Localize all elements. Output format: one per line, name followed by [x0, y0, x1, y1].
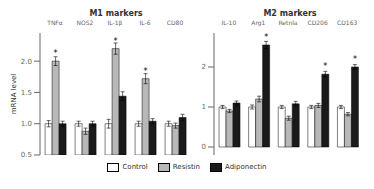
svg-text:0.5: 0.5	[21, 151, 32, 159]
html-text:Adiponectin: Adiponectin	[225, 163, 267, 171]
svg-text:TNFα: TNFα	[46, 19, 63, 26]
svg-text:1: 1	[202, 103, 206, 111]
svg-text:*: *	[353, 55, 357, 64]
html-text:Control: Control	[122, 163, 148, 171]
html-text:M1 markers: M1 markers	[89, 9, 143, 18]
svg-text:*: *	[144, 67, 148, 76]
svg-text:Retnla: Retnla	[278, 19, 297, 26]
svg-text:CD206: CD206	[307, 19, 327, 26]
svg-text:*: *	[54, 49, 58, 58]
html-text:M2 markers: M2 markers	[263, 9, 317, 18]
html-text:Resistin: Resistin	[172, 163, 200, 171]
svg-text:IL-10: IL-10	[221, 19, 236, 26]
svg-text:mRNA level: mRNA level	[10, 74, 18, 115]
svg-text:IL-1β: IL-1β	[108, 19, 123, 27]
svg-text:2.0: 2.0	[21, 58, 32, 66]
svg-text:CD163: CD163	[337, 19, 357, 26]
svg-text:*: *	[114, 37, 118, 46]
svg-text:Arg1: Arg1	[251, 19, 265, 27]
svg-text:1.0: 1.0	[21, 120, 32, 128]
svg-text:*: *	[323, 62, 327, 71]
svg-text:1.5: 1.5	[21, 89, 32, 97]
svg-text:NOS2: NOS2	[77, 19, 94, 26]
svg-text:*: *	[264, 33, 268, 42]
svg-text:2: 2	[202, 63, 206, 71]
svg-text:CD80: CD80	[167, 19, 184, 26]
svg-text:IL-6: IL-6	[140, 19, 151, 26]
svg-text:0: 0	[202, 143, 206, 151]
